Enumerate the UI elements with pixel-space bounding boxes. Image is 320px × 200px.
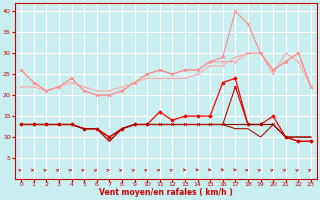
X-axis label: Vent moyen/en rafales ( km/h ): Vent moyen/en rafales ( km/h ) [99,188,233,197]
